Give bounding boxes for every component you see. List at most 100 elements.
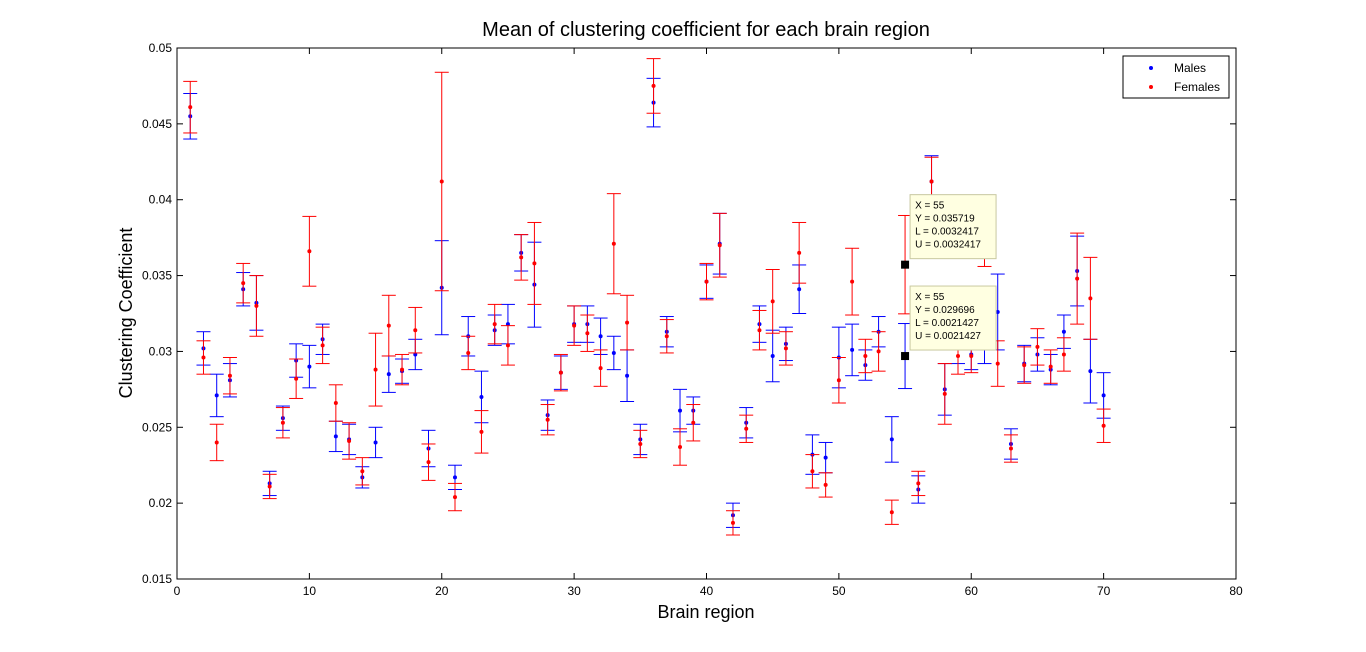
data-point <box>1101 393 1106 398</box>
data-point <box>373 440 378 445</box>
data-point <box>400 367 405 372</box>
data-point <box>956 353 961 358</box>
datatip-line: Y = 0.029696 <box>915 305 975 316</box>
data-point <box>638 441 643 446</box>
data-point <box>214 393 219 398</box>
data-point <box>1048 364 1053 369</box>
legend-label-males: Males <box>1174 61 1206 75</box>
data-point <box>413 328 418 333</box>
data-point <box>413 352 418 357</box>
data-point <box>850 279 855 284</box>
data-point <box>942 391 947 396</box>
y-tick-label: 0.025 <box>142 420 172 434</box>
x-tick-label: 50 <box>832 584 846 598</box>
datatip-line: L = 0.0021427 <box>915 318 979 329</box>
x-tick-label: 20 <box>435 584 449 598</box>
data-point <box>995 361 1000 366</box>
data-point <box>823 482 828 487</box>
datatip-marker <box>901 352 910 361</box>
datatip-line: U = 0.0032417 <box>915 240 981 251</box>
data-point <box>452 475 457 480</box>
data-point <box>452 495 457 500</box>
x-tick-label: 80 <box>1229 584 1243 598</box>
data-point <box>307 249 312 254</box>
data-point <box>717 243 722 248</box>
data-point <box>1088 369 1093 374</box>
data-point <box>505 343 510 348</box>
x-tick-label: 30 <box>567 584 581 598</box>
legend: Males Females <box>1122 55 1230 99</box>
chart-title: Mean of clustering coefficient for each … <box>482 19 930 41</box>
data-point <box>519 255 524 260</box>
data-point <box>611 241 616 246</box>
data-point <box>664 334 669 339</box>
datatip-males: X = 55 Y = 0.029696 L = 0.0021427 U = 0.002… <box>901 285 997 361</box>
data-point <box>678 445 683 450</box>
data-point <box>241 281 246 286</box>
data-point <box>889 510 894 515</box>
data-point <box>783 346 788 351</box>
x-tick-label: 60 <box>965 584 979 598</box>
data-point <box>386 372 391 377</box>
data-point <box>691 420 696 425</box>
y-tick-label: 0.045 <box>142 117 172 131</box>
x-tick-label: 70 <box>1097 584 1111 598</box>
x-tick-label: 40 <box>700 584 714 598</box>
data-point <box>704 279 709 284</box>
data-point <box>227 373 232 378</box>
y-tick-label: 0.03 <box>149 344 173 358</box>
data-point <box>386 323 391 328</box>
data-point <box>611 350 616 355</box>
datatip-box <box>909 194 997 260</box>
y-tick-label: 0.04 <box>149 193 173 207</box>
data-point <box>797 250 802 255</box>
data-point <box>347 438 352 443</box>
datatip-line: X = 55 <box>915 201 945 212</box>
data-point <box>479 429 484 434</box>
data-point <box>439 179 444 184</box>
data-point <box>1022 363 1027 368</box>
data-point <box>929 179 934 184</box>
data-point <box>1035 344 1040 349</box>
data-point <box>730 520 735 525</box>
data-point <box>744 426 749 431</box>
legend-box <box>1122 55 1230 99</box>
data-point <box>1061 352 1066 357</box>
data-point <box>572 323 577 328</box>
x-tick-label: 10 <box>303 584 317 598</box>
y-tick-label: 0.02 <box>149 496 173 510</box>
data-point <box>889 437 894 442</box>
data-point <box>1061 329 1066 334</box>
y-tick-label: 0.05 <box>149 41 173 55</box>
data-point <box>651 83 656 88</box>
data-point <box>333 401 338 406</box>
legend-label-females: Females <box>1174 80 1220 94</box>
datatip-line: U = 0.0021427 <box>915 331 981 342</box>
data-point <box>466 350 471 355</box>
data-point <box>585 331 590 336</box>
data-point <box>598 366 603 371</box>
data-point <box>823 455 828 460</box>
datatip-females: X = 55 Y = 0.035719 L = 0.0032417 U = 0.003… <box>901 194 997 269</box>
plot-area <box>176 47 1237 580</box>
data-point <box>280 420 285 425</box>
legend-marker-females <box>1149 85 1153 89</box>
data-point <box>770 353 775 358</box>
data-point <box>373 367 378 372</box>
data-point <box>267 484 272 489</box>
data-point <box>545 417 550 422</box>
data-point <box>201 355 206 360</box>
data-point <box>995 309 1000 314</box>
data-point <box>797 287 802 292</box>
data-point <box>320 343 325 348</box>
data-point <box>876 349 881 354</box>
data-point <box>479 394 484 399</box>
data-tips: X = 55 Y = 0.035719 L = 0.0032417 U = 0.003… <box>901 194 997 361</box>
data-point <box>836 378 841 383</box>
data-point <box>505 322 510 327</box>
axis-ticks: 0 10 20 30 40 50 60 70 80 0.015 0.02 0.025 0.03 0.035… <box>142 41 1243 598</box>
data-point <box>863 353 868 358</box>
data-point <box>360 469 365 474</box>
data-point <box>625 373 630 378</box>
